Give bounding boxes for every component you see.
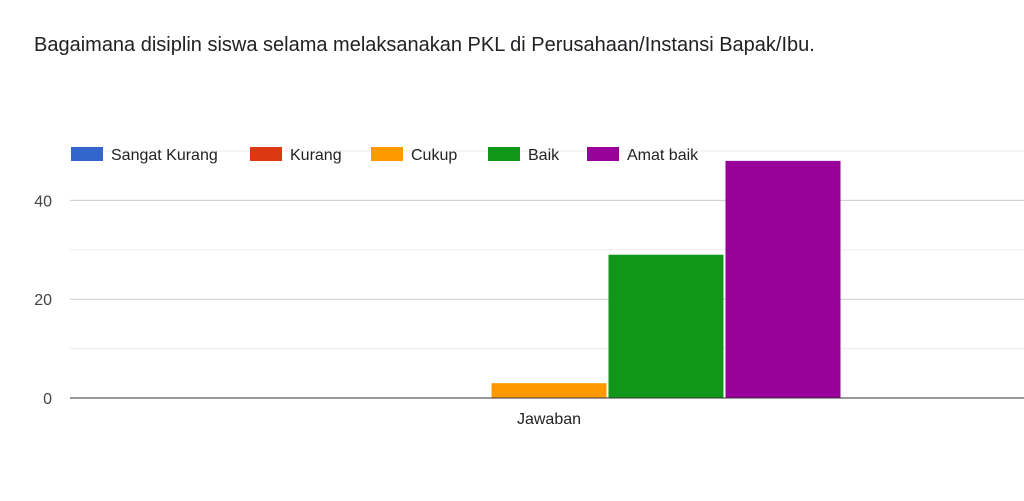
legend-swatch (488, 147, 520, 161)
legend-swatch (250, 147, 282, 161)
legend-swatch (371, 147, 403, 161)
y-tick-label: 0 (43, 391, 52, 408)
legend-label: Kurang (290, 147, 342, 164)
bar-amat-baik (725, 160, 841, 398)
legend: Sangat Kurang Kurang Cukup Baik Amat baik (71, 147, 699, 164)
x-tick-label: Jawaban (517, 411, 581, 428)
legend-swatch (71, 147, 103, 161)
legend-swatch (587, 147, 619, 161)
y-tick-label: 20 (34, 292, 52, 309)
bar-baik (608, 254, 724, 398)
bar-cukup (491, 383, 607, 398)
legend-label: Cukup (411, 147, 457, 164)
bars (491, 160, 841, 398)
chart-title: Bagaimana disiplin siswa selama melaksan… (34, 34, 815, 56)
gridlines (70, 150, 1024, 350)
y-tick-label: 40 (34, 193, 52, 210)
legend-label: Amat baik (627, 147, 699, 164)
legend-label: Baik (528, 147, 560, 164)
legend-label: Sangat Kurang (111, 147, 218, 164)
axes: 0 20 40 Jawaban (34, 193, 1024, 428)
